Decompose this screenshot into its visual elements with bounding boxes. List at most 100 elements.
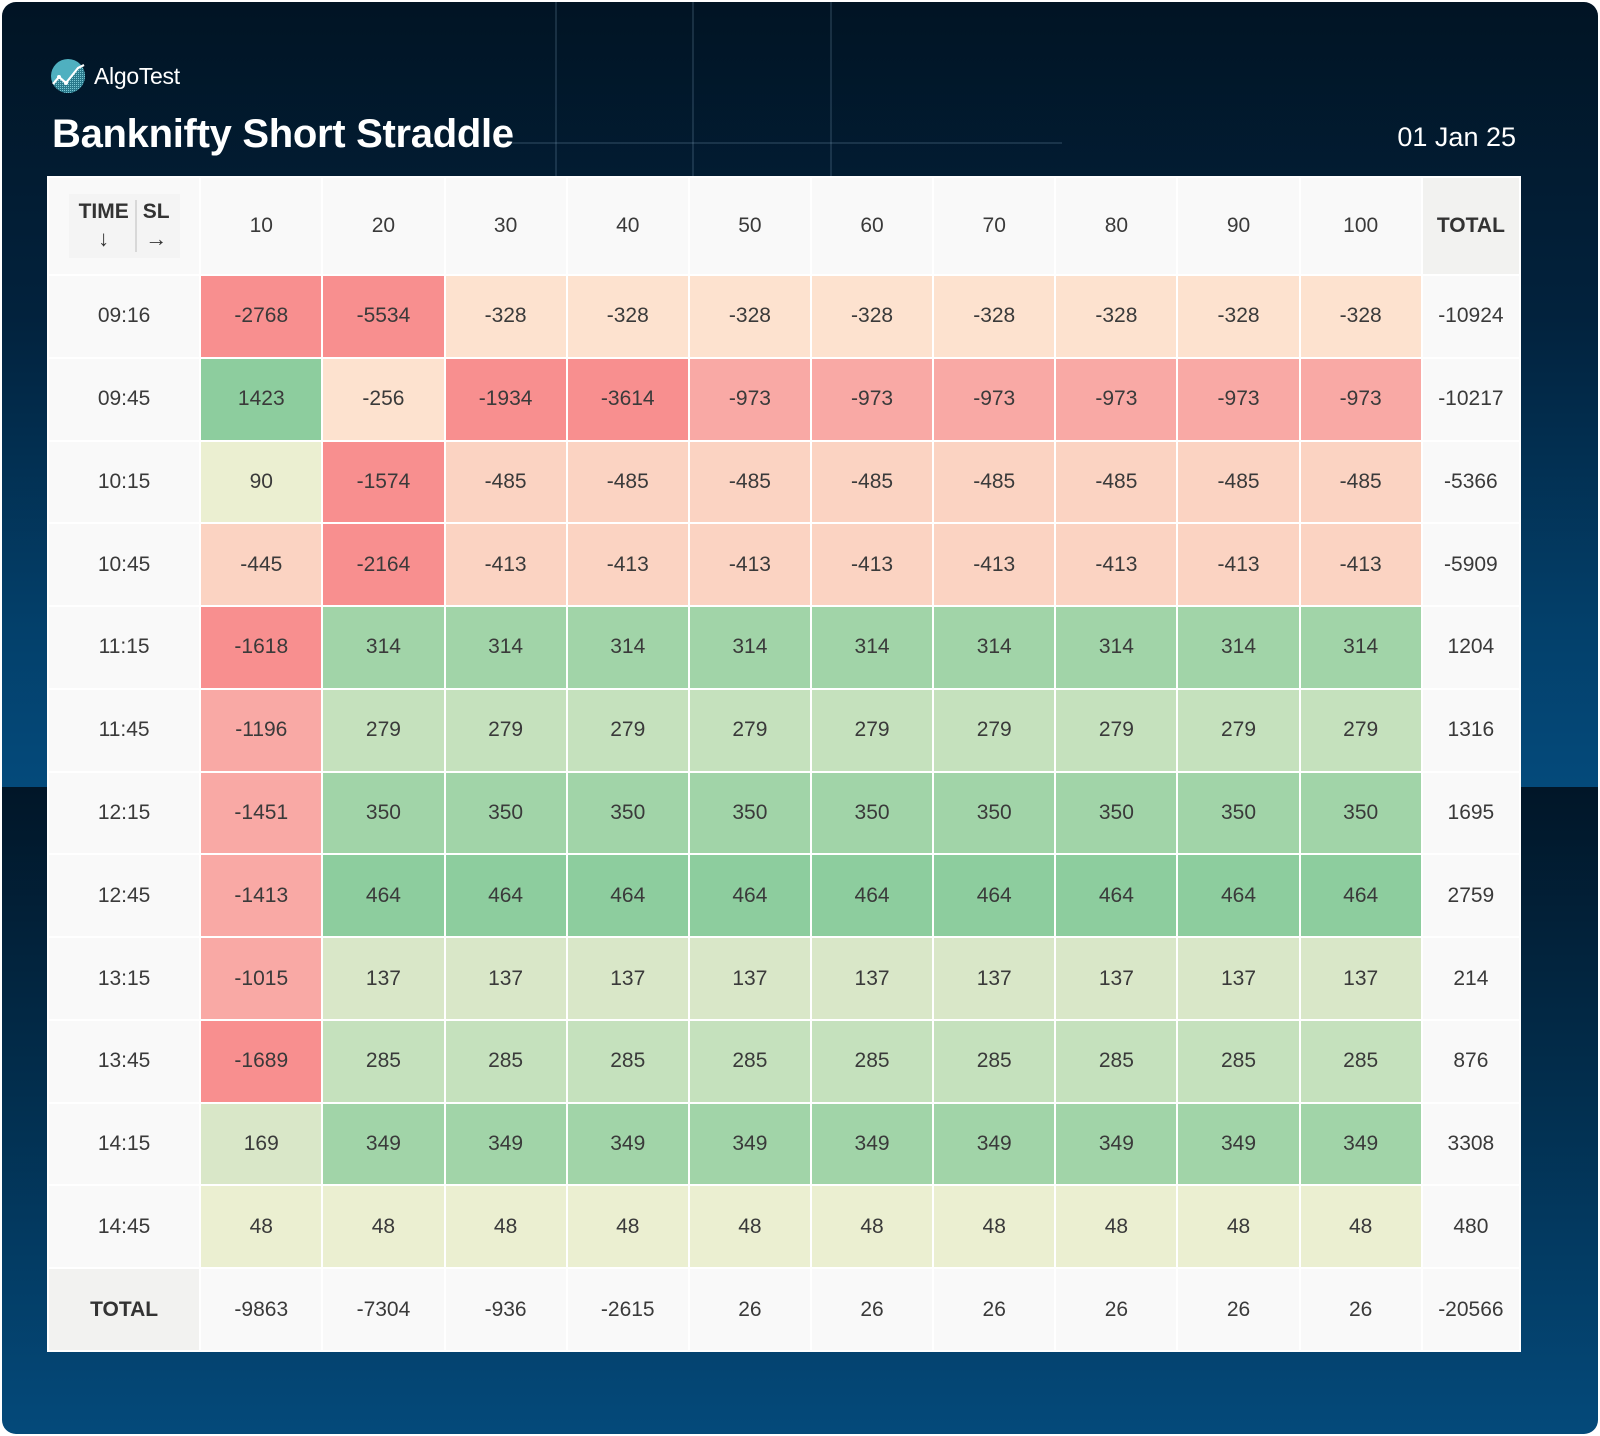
- axis-legend: TIME ↓ SL →: [68, 194, 180, 258]
- heatmap-cell: -413: [445, 524, 566, 606]
- heatmap-cell: 285: [1178, 1020, 1299, 1102]
- heatmap-cell: 279: [1178, 689, 1299, 771]
- row-total: -5366: [1422, 441, 1519, 523]
- row-total: 214: [1422, 938, 1519, 1019]
- row-header-time: 11:15: [49, 607, 200, 688]
- heatmap-cell: -413: [1056, 524, 1177, 606]
- heatmap-cell: -485: [811, 441, 933, 523]
- column-total: 26: [689, 1269, 810, 1350]
- arrow-right-icon: →: [145, 226, 168, 251]
- row-axis-label: TIME: [78, 200, 129, 223]
- heatmap-cell: 314: [934, 607, 1055, 688]
- heatmap-cell: -485: [567, 441, 688, 523]
- row-total: 1204: [1422, 607, 1519, 688]
- heatmap-cell: 279: [323, 689, 444, 771]
- column-total: 26: [1300, 1269, 1421, 1350]
- table-row: 14:45 48 48 48 48 48 48 48 48 48 48 480: [49, 1186, 1519, 1268]
- column-header-sl-50: 50: [689, 178, 810, 274]
- heatmap-cell: 137: [1300, 938, 1421, 1019]
- row-header-time: 14:15: [49, 1103, 200, 1185]
- heatmap-cell: 350: [1300, 772, 1421, 854]
- totals-label: TOTAL: [49, 1269, 200, 1350]
- heatmap-cell: 350: [811, 772, 933, 854]
- page-title: Banknifty Short Straddle: [52, 112, 514, 156]
- grand-total: -20566: [1422, 1269, 1519, 1350]
- heatmap-cell: -413: [567, 524, 688, 606]
- heatmap-cell: -973: [1056, 358, 1177, 440]
- column-total: -2615: [567, 1269, 688, 1350]
- heatmap-cell: 464: [934, 855, 1055, 937]
- heatmap-cell: 464: [1056, 855, 1177, 937]
- heatmap-cell: 48: [445, 1186, 566, 1268]
- heatmap-cell: -485: [689, 441, 810, 523]
- column-header-sl-30: 30: [445, 178, 566, 274]
- row-total: -10924: [1422, 276, 1519, 357]
- heatmap-cell: 279: [811, 689, 933, 771]
- heatmap-cell: 279: [567, 689, 688, 771]
- column-header-sl-10: 10: [201, 178, 322, 274]
- heatmap-cell: 279: [934, 689, 1055, 771]
- row-total: -10217: [1422, 358, 1519, 440]
- col-axis-label: SL: [142, 200, 170, 223]
- heatmap-cell: 48: [1056, 1186, 1177, 1268]
- row-header-time: 09:16: [49, 276, 200, 357]
- heatmap-cell: 48: [323, 1186, 444, 1268]
- heatmap-cell: 350: [689, 772, 810, 854]
- table-row: 13:45 -1689 285 285 285 285 285 285 285 285 285 876: [49, 1020, 1519, 1102]
- row-header-time: 10:45: [49, 524, 200, 606]
- heatmap-cell: 464: [567, 855, 688, 937]
- heatmap-cell: -328: [689, 276, 810, 357]
- heatmap-cell: 349: [567, 1103, 688, 1185]
- heatmap-table-container: TIME ↓ SL → 10 20 30 40 50 60 70 80 90 100 TOTAL 0…: [47, 176, 1521, 1352]
- brand-logo: AlgoTest: [50, 58, 180, 94]
- heatmap-cell: 350: [445, 772, 566, 854]
- heatmap-cell: 285: [445, 1020, 566, 1102]
- heatmap-cell: 279: [445, 689, 566, 771]
- row-header-time: 14:45: [49, 1186, 200, 1268]
- column-header-sl-80: 80: [1056, 178, 1177, 274]
- heatmap-cell: -1689: [201, 1020, 322, 1102]
- table-row: 10:15 90 -1574 -485 -485 -485 -485 -485 -485 -485…: [49, 441, 1519, 523]
- heatmap-cell: 314: [567, 607, 688, 688]
- arrow-down-icon: ↓: [98, 226, 110, 251]
- heatmap-cell: 137: [567, 938, 688, 1019]
- column-header-sl-70: 70: [934, 178, 1055, 274]
- heatmap-cell: 314: [323, 607, 444, 688]
- totals-row: TOTAL -9863 -7304 -936 -2615 26 26 26 26 26 26 -205…: [49, 1269, 1519, 1350]
- heatmap-cell: -413: [1178, 524, 1299, 606]
- heatmap-cell: 48: [201, 1186, 322, 1268]
- heatmap-cell: 137: [934, 938, 1055, 1019]
- heatmap-cell: -328: [567, 276, 688, 357]
- heatmap-cell: -973: [811, 358, 933, 440]
- heatmap-cell: -413: [1300, 524, 1421, 606]
- heatmap-cell: 350: [1178, 772, 1299, 854]
- table-row: 12:15 -1451 350 350 350 350 350 350 350 350 350 169…: [49, 772, 1519, 854]
- heatmap-cell: 349: [689, 1103, 810, 1185]
- heatmap-cell: -328: [445, 276, 566, 357]
- row-total: 1695: [1422, 772, 1519, 854]
- heatmap-cell: 48: [567, 1186, 688, 1268]
- heatmap-cell: 48: [811, 1186, 933, 1268]
- heatmap-cell: -1015: [201, 938, 322, 1019]
- heatmap-cell: 48: [689, 1186, 810, 1268]
- row-total: 480: [1422, 1186, 1519, 1268]
- heatmap-cell: -485: [1056, 441, 1177, 523]
- heatmap-cell: 464: [445, 855, 566, 937]
- heatmap-cell: 314: [445, 607, 566, 688]
- heatmap-cell: -485: [1178, 441, 1299, 523]
- brand-name: AlgoTest: [94, 62, 180, 89]
- heatmap-cell: -256: [323, 358, 444, 440]
- row-total: 3308: [1422, 1103, 1519, 1185]
- table-row: 11:45 -1196 279 279 279 279 279 279 279 279 279 131…: [49, 689, 1519, 771]
- heatmap-cell: 350: [934, 772, 1055, 854]
- heatmap-cell: 349: [811, 1103, 933, 1185]
- heatmap-cell: 464: [689, 855, 810, 937]
- heatmap-cell: -3614: [567, 358, 688, 440]
- heatmap-cell: 48: [1300, 1186, 1421, 1268]
- report-date: 01 Jan 25: [1397, 122, 1516, 152]
- heatmap-cell: 285: [689, 1020, 810, 1102]
- column-total: 26: [1056, 1269, 1177, 1350]
- heatmap-cell: -413: [811, 524, 933, 606]
- heatmap-cell: -1934: [445, 358, 566, 440]
- heatmap-cell: 279: [689, 689, 810, 771]
